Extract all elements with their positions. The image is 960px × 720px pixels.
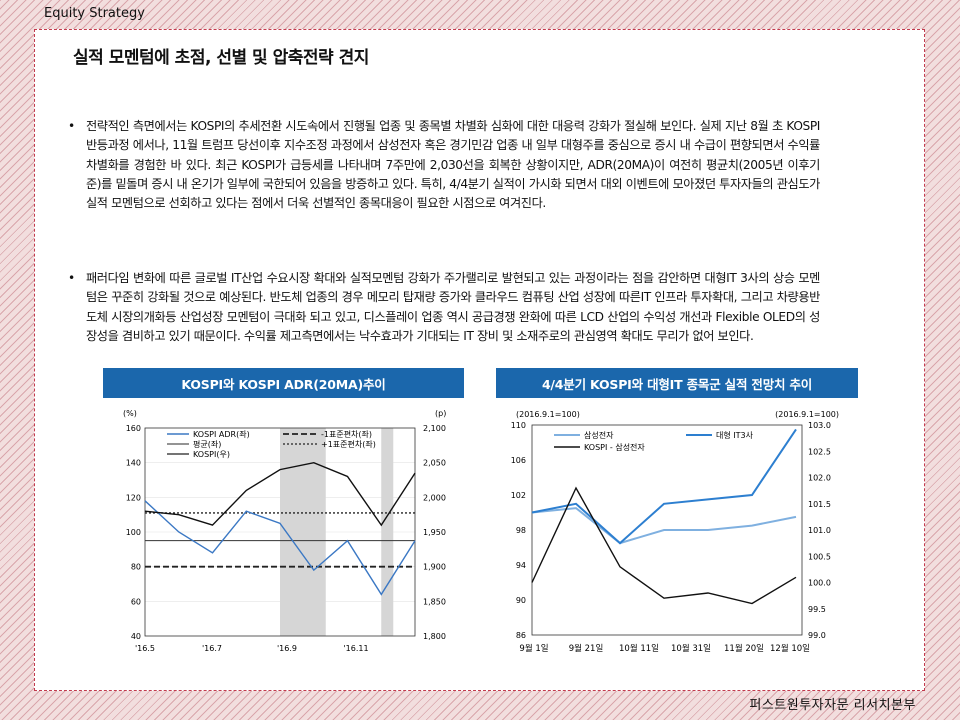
y-tick-label: 98 [516,526,526,535]
chart-earnings-plot: (2016.9.1=100) (2016.9.1=100) 110 106 10… [496,398,858,660]
y-tick-label: 80 [131,563,141,572]
y-tick-label: 99.0 [808,631,826,640]
section-label: Equity Strategy [44,6,145,21]
right-axis-unit: (2016.9.1=100) [775,410,839,419]
shaded-period [381,428,394,636]
shaded-periods [280,428,394,636]
page-title: 실적 모멘텀에 초점, 선별 및 압축전략 견지 [73,48,369,68]
plot-frame [144,427,416,637]
legend: 삼성전자 대형 IT3사 KOSPI - 삼성전자 [554,430,754,452]
y-tick-label: 100.5 [808,552,831,561]
x-tick-label: 10월 11일 [619,643,659,654]
legend-label: +1표준편차(좌) [321,439,376,449]
x-tick-label: 11월 20일 [724,643,764,654]
bullet-paragraph: • 전략적인 측면에서는 KOSPI의 추세전환 시도속에서 진행될 업종 및 … [68,117,820,213]
series-line [144,500,416,596]
x-tick-label: '16.7 [202,644,222,653]
x-tick-label: 10월 31일 [671,643,711,654]
right-axis-unit: (p) [435,409,446,418]
y-tick-label: 1,850 [423,597,446,606]
chart-title: 4/4분기 KOSPI와 대형IT 종목군 실적 전망치 추이 [496,368,858,398]
y-tick-label: 160 [126,424,141,433]
bullet-text: 패러다임 변화에 따른 글로벌 IT산업 수요시장 확대와 실적모멘텀 강화가 … [86,271,820,343]
y-tick-label: 94 [516,561,526,570]
y-tick-label: 2,050 [423,459,446,468]
chart-kospi-adr-plot: (%) (p) 160 140 120 100 80 60 40 2,100 2… [103,398,464,660]
y-tick-label: 40 [131,632,141,641]
x-tick-label: '16.9 [277,644,297,653]
y-left-ticks: 110 106 102 98 94 90 86 [511,421,526,640]
y-tick-label: 101.0 [808,526,831,535]
x-tick-label: 9월 1일 [519,643,548,654]
left-axis-unit: (%) [123,409,137,418]
y-tick-label: 140 [126,459,141,468]
left-axis-unit: (2016.9.1=100) [516,410,580,419]
chart-earnings-estimates: 4/4분기 KOSPI와 대형IT 종목군 실적 전망치 추이 (2016.9.… [496,368,858,660]
legend-label: 삼성전자 [584,430,614,440]
y-tick-label: 90 [516,596,526,605]
y-left-ticks: 160 140 120 100 80 60 40 [126,424,141,641]
chart-title: KOSPI와 KOSPI ADR(20MA)추이 [103,368,464,398]
shaded-period [280,428,326,636]
y-tick-label: 99.5 [808,605,826,614]
y-tick-label: 60 [131,597,141,606]
y-tick-label: 106 [511,456,526,465]
y-tick-label: 100.0 [808,579,831,588]
reference-lines [145,512,415,568]
chart-kospi-adr: KOSPI와 KOSPI ADR(20MA)추이 (%) (p) 160 140… [103,368,464,660]
bullet-paragraph: • 패러다임 변화에 따른 글로벌 IT산업 수요시장 확대와 실적모멘텀 강화… [68,269,820,346]
y-tick-label: 101.5 [808,500,831,509]
y-tick-label: 102.5 [808,447,831,456]
plot-frame [531,424,803,636]
series-lines [531,428,797,605]
y-tick-label: 1,950 [423,528,446,537]
series-line [531,428,797,545]
bullet-text: 전략적인 측면에서는 KOSPI의 추세전환 시도속에서 진행될 업종 및 종목… [86,119,820,211]
series-lines [144,461,416,596]
bullet-marker: • [68,271,75,285]
x-tick-label: '16.5 [135,644,155,653]
y-right-ticks: 2,100 2,050 2,000 1,950 1,900 1,850 1,80… [423,424,446,641]
x-tick-label: '16.11 [343,644,368,653]
legend-label: 평균(좌) [193,439,221,449]
y-tick-label: 103.0 [808,421,831,430]
bullet-marker: • [68,119,75,133]
y-tick-label: 102.0 [808,474,831,483]
y-tick-label: 2,100 [423,424,446,433]
publisher-label: 퍼스트원투자자문 리서치본부 [749,698,916,713]
x-ticks: 9월 1일 9월 21일 10월 11일 10월 31일 11월 20일 12월… [519,643,810,654]
y-tick-label: 2,000 [423,493,446,502]
legend-label: KOSPI(우) [193,450,230,459]
x-ticks: '16.5 '16.7 '16.9 '16.11 [135,644,369,653]
y-tick-label: 1,800 [423,632,446,641]
series-line [144,461,416,527]
x-tick-label: 9월 21일 [569,643,604,654]
y-tick-label: 1,900 [423,563,446,572]
x-tick-label: 12월 10일 [770,643,810,654]
legend-label: -1표준편차(좌) [321,429,372,439]
series-line [531,507,797,545]
y-right-ticks: 103.0 102.5 102.0 101.5 101.0 100.5 100.… [808,421,831,640]
y-tick-label: 120 [126,493,141,502]
y-tick-label: 102 [511,491,526,500]
legend-label: 대형 IT3사 [716,431,754,440]
legend-label: KOSPI - 삼성전자 [584,442,645,452]
y-tick-label: 110 [511,421,526,430]
series-line [531,486,797,605]
legend: KOSPI ADR(좌) 평균(좌) KOSPI(우) -1표준편차(좌) +1… [167,429,376,459]
legend-label: KOSPI ADR(좌) [193,430,250,439]
y-tick-label: 100 [126,528,141,537]
y-tick-label: 86 [516,631,526,640]
